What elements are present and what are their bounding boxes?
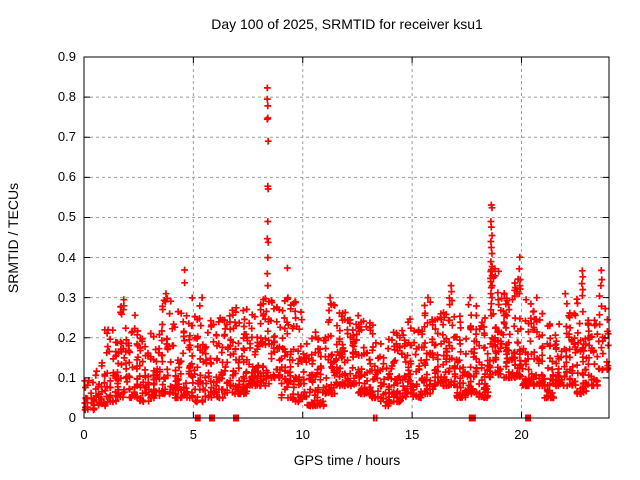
y-tick-label: 0.2: [57, 329, 76, 345]
y-tick-label: 0.9: [57, 49, 76, 64]
grid-lines: [84, 57, 609, 418]
y-tick-label: 0.7: [57, 129, 76, 145]
y-tick-label: 0: [68, 410, 76, 425]
x-tick-label: 10: [295, 427, 310, 442]
scatter-points: [81, 84, 612, 414]
y-tick-label: 0.8: [57, 89, 76, 105]
x-tick-label: 15: [404, 427, 420, 442]
y-tick-label: 0.4: [57, 249, 76, 265]
y-tick-label: 0.6: [57, 169, 76, 185]
x-axis-label: GPS time / hours: [293, 452, 401, 468]
y-tick-label: 0.1: [57, 369, 76, 385]
y-tick-label: 0.3: [57, 289, 76, 305]
y-tick-label: 0.5: [57, 209, 76, 225]
x-tick-label: 0: [80, 427, 88, 442]
x-tick-label: 5: [189, 427, 197, 442]
x-tick-label: 20: [514, 427, 529, 442]
chart-title: Day 100 of 2025, SRMTID for receiver ksu…: [211, 16, 483, 32]
plot-frame: [83, 56, 610, 419]
axis-ticks: [83, 56, 609, 419]
